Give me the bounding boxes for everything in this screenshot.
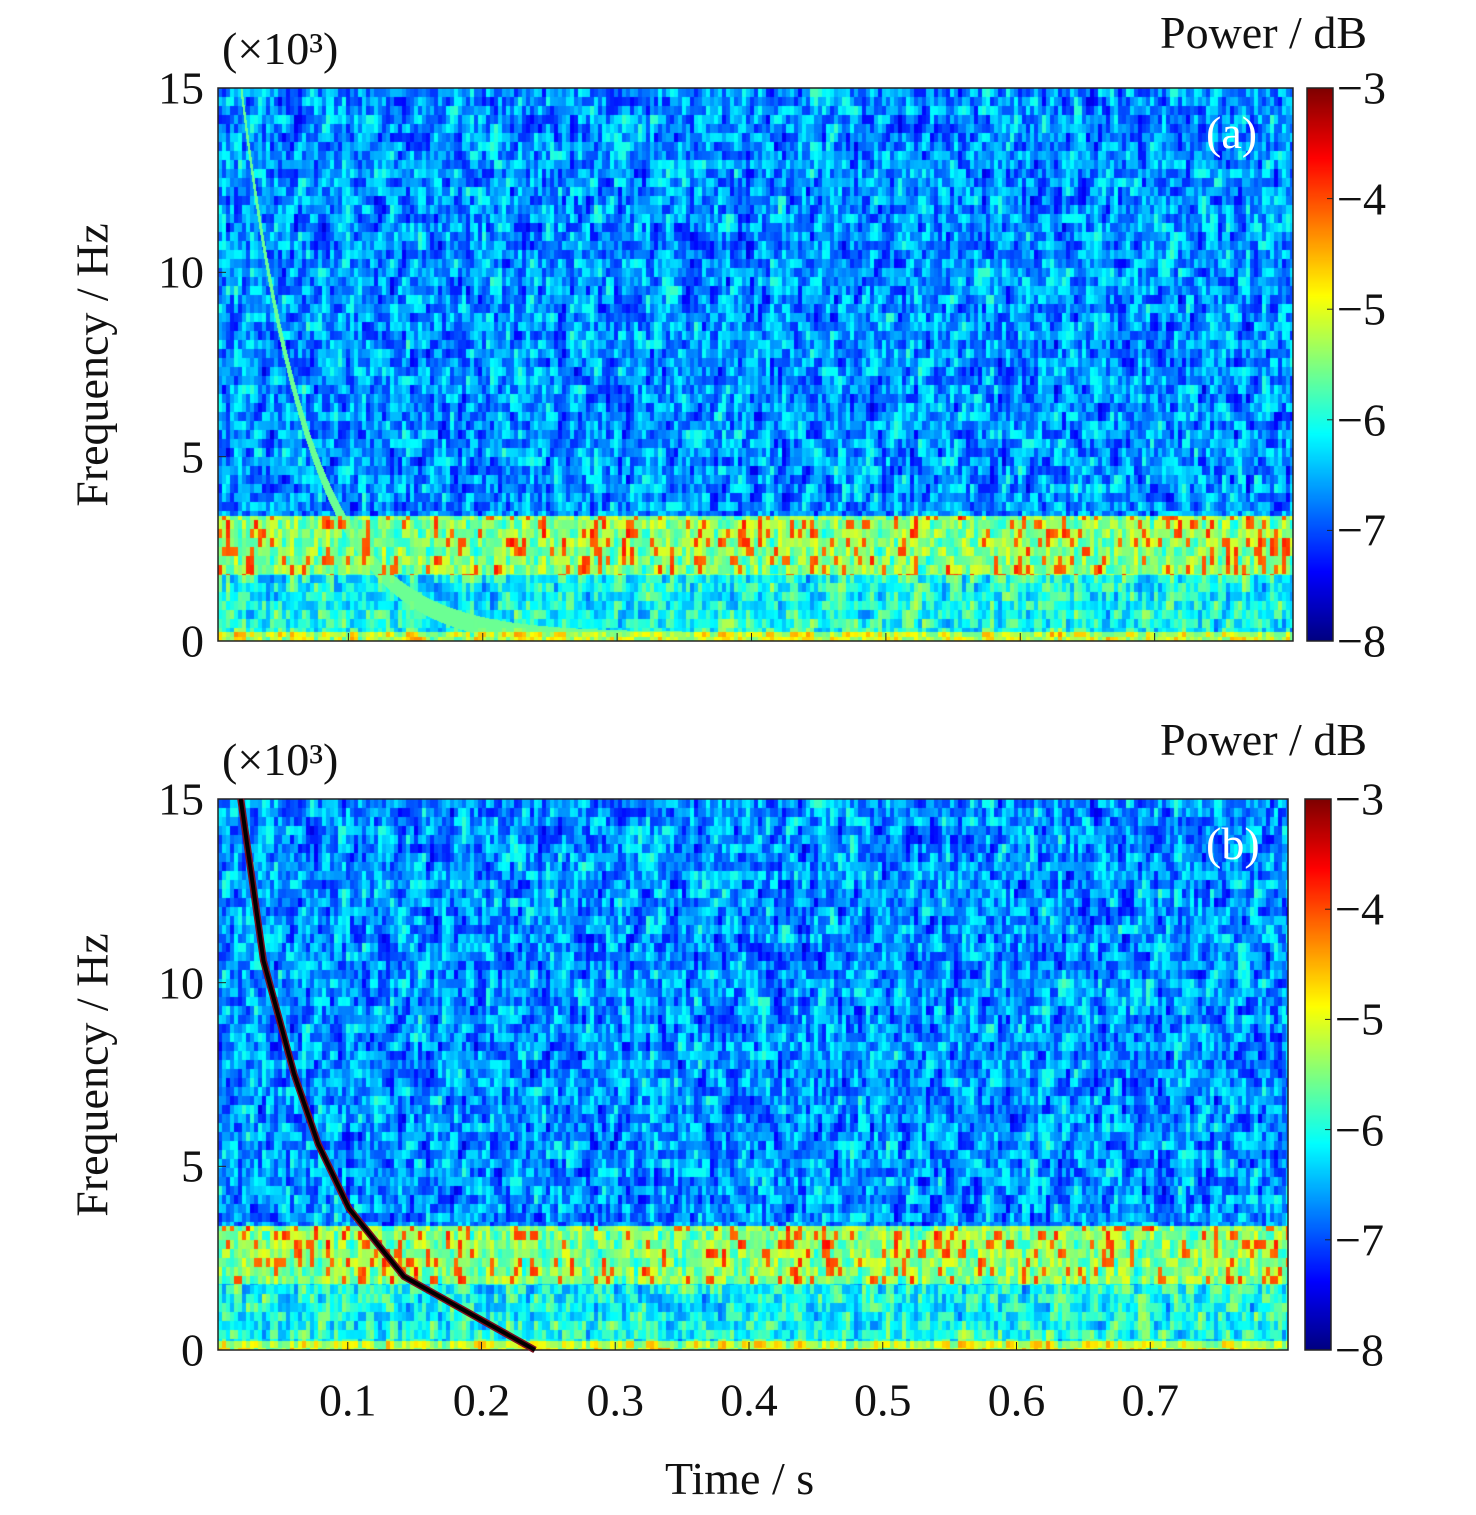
y-tick-label: 5 (181, 431, 204, 483)
x-tick-label: 0.6 (987, 1374, 1046, 1426)
y-axis-label-b: Frequency / Hz (66, 933, 118, 1217)
x-tick-label: 0.2 (452, 1374, 511, 1426)
colorbar-tick-label: −7 (1337, 504, 1386, 556)
y-tick-label: 15 (158, 773, 204, 825)
panel-label-b: (b) (1206, 818, 1260, 869)
y-tick-label: 10 (158, 246, 204, 298)
colorbar-tick-label: −8 (1337, 615, 1386, 667)
y-tick-label: 15 (158, 62, 204, 114)
x-tick-label: 0.4 (720, 1374, 778, 1426)
colorbar-tick-label: −5 (1337, 283, 1386, 335)
y-tick-label: 10 (158, 957, 204, 1009)
colorbar-frame (1304, 798, 1332, 1351)
x-tick-label: 0.3 (586, 1374, 645, 1426)
y-tick-label: 0 (181, 615, 204, 667)
colorbar-tick-label: −3 (1335, 773, 1384, 825)
y-tick-label: 5 (181, 1140, 204, 1192)
colorbar-a (1307, 88, 1333, 641)
plot-frame (217, 798, 1289, 1351)
colorbar-frame (1306, 87, 1334, 642)
y-tick-label: 0 (181, 1324, 204, 1376)
spectrogram-b (218, 799, 1288, 1350)
colorbar-tick-label: −8 (1335, 1324, 1384, 1376)
x-tick-label: 0.5 (854, 1374, 912, 1426)
colorbar-tick-label: −7 (1335, 1214, 1384, 1266)
colorbar-tick-label: −6 (1335, 1104, 1384, 1156)
overlay-curve (238, 798, 536, 1352)
colorbar-tick-label: −4 (1337, 173, 1386, 225)
colorbar-label-b: Power / dB (1160, 714, 1367, 765)
colorbar-tick-label: −4 (1335, 883, 1384, 935)
colorbar-b (1305, 799, 1331, 1350)
y-multiplier-b: (×10³) (222, 734, 339, 785)
spectrogram-a (218, 88, 1293, 641)
overlay-curve-glow (237, 798, 537, 1354)
x-tick-label: 0.7 (1121, 1374, 1180, 1426)
colorbar-tick-label: −3 (1337, 62, 1386, 114)
x-axis-label: Time / s (665, 1453, 815, 1504)
x-tick-label: 0.1 (319, 1374, 377, 1426)
y-axis-label-a: Frequency / Hz (66, 223, 118, 507)
panel-label-a: (a) (1206, 107, 1258, 158)
colorbar-label-a: Power / dB (1160, 7, 1367, 58)
plot-frame (217, 87, 1294, 642)
y-multiplier-a: (×10³) (222, 23, 339, 74)
colorbar-tick-label: −5 (1335, 993, 1384, 1045)
colorbar-tick-label: −6 (1337, 394, 1386, 446)
